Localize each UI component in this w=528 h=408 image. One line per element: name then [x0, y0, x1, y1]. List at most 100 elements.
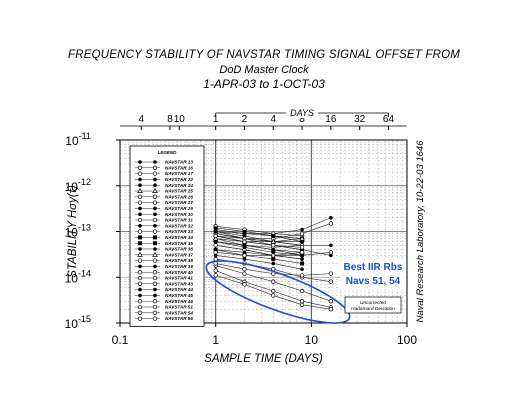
series-line: [215, 255, 303, 270]
chart-subtitle: DoD Master Clock: [219, 64, 309, 76]
y-tick-label: 10-12: [65, 177, 91, 194]
data-point: [328, 279, 334, 284]
data-point: [242, 267, 247, 272]
legend-label: NAVSTAR 24: [165, 183, 193, 188]
legend-label: NAVSTAR 46: [165, 299, 193, 304]
series-group: [213, 226, 304, 244]
data-point: [300, 267, 304, 271]
data-point: [300, 253, 304, 258]
data-point: [328, 307, 334, 312]
data-point: [271, 243, 276, 248]
uncorrected-label-line2: Hadamard Deviation: [351, 306, 395, 312]
y-axis-label: STABILITY Hσy(τ): [67, 185, 79, 278]
legend-swatch-marker: [152, 270, 158, 275]
data-point: [242, 229, 247, 234]
legend-swatch-marker: [153, 177, 157, 182]
legend-label: NAVSTAR 41: [165, 276, 193, 281]
data-point: [328, 271, 334, 276]
top-tick-label: 64: [383, 114, 395, 125]
data-point: [299, 231, 305, 236]
series-line: [215, 252, 303, 256]
legend-swatch-marker: [153, 206, 157, 211]
legend-swatch-marker: [152, 200, 158, 205]
legend-swatch-marker: [137, 275, 143, 281]
series-line: [215, 227, 303, 242]
top-tick-label: 32: [354, 114, 366, 125]
legend-swatch-marker: [152, 281, 158, 286]
legend-label: NAVSTAR 25: [165, 189, 193, 194]
series-group: [213, 273, 334, 312]
legend-label: NAVSTAR 36: [165, 247, 193, 252]
series-line: [215, 225, 303, 237]
axis-layer: 0.1 1 10 100 SAMPLE TIME (DAYS) 10-15 10-14 10-…: [65, 107, 426, 365]
legend-label: NAVSTAR 51: [165, 305, 193, 310]
data-point: [271, 279, 276, 284]
legend-swatch-marker: [138, 264, 142, 269]
legend-label: NAVSTAR 26: [165, 194, 193, 199]
data-point: [271, 288, 276, 294]
data-point: [300, 257, 304, 261]
series-group: [213, 261, 334, 278]
highlight-label-bg: [340, 259, 406, 289]
legend-swatch-marker: [138, 183, 142, 187]
legend-swatch-marker: [138, 212, 142, 216]
data-point: [213, 268, 218, 273]
series-line: [215, 249, 303, 260]
highlight-ellipse: [205, 260, 351, 324]
legend-swatch-marker: [152, 165, 158, 170]
data-point: [242, 239, 247, 244]
uncorrected-box: [344, 296, 402, 314]
data-point: [271, 257, 276, 262]
legend-swatch-marker: [152, 310, 158, 315]
data-point: [271, 234, 276, 238]
top-tick-label: 8: [167, 114, 173, 125]
legend-label: NAVSTAR 32: [165, 223, 193, 228]
data-point: [213, 261, 218, 266]
data-point: [329, 215, 333, 220]
y-tick-label: 10-13: [65, 223, 91, 240]
legend-label: NAVSTAR 56: [165, 316, 193, 321]
data-point: [213, 239, 218, 244]
legend-label: NAVSTAR 45: [165, 293, 193, 298]
legend-swatch-marker: [137, 310, 143, 315]
annotation-layer: Best IIR Rbs Navs 51, 54 UncorrectedHadama…: [205, 259, 406, 324]
series-line: [215, 238, 303, 253]
top-tick-label: 10: [174, 114, 186, 125]
data-point: [299, 299, 305, 304]
data-point: [213, 273, 218, 278]
series-group: [213, 253, 304, 271]
data-point: [242, 253, 247, 258]
data-point: [242, 250, 247, 255]
side-credit-text: Naval Research Laboratory, 10-22-03 1646: [415, 140, 426, 323]
legend-swatch-marker: [152, 299, 158, 304]
legend-swatch-marker: [153, 183, 157, 187]
data-point: [213, 243, 218, 248]
data-point: [242, 245, 247, 250]
data-point: [213, 233, 218, 239]
legend-swatch-marker: [137, 200, 143, 205]
legend-swatch-marker: [138, 241, 142, 246]
top-tick-label: 8: [299, 114, 305, 125]
legend-swatch-marker: [137, 299, 143, 304]
legend-box: [129, 145, 205, 327]
legend-swatch-marker: [137, 258, 143, 263]
y-tick-label: 10-15: [65, 314, 91, 331]
data-point: [328, 221, 334, 226]
top-tick-label: 4: [270, 114, 276, 125]
legend-swatch-marker: [137, 270, 143, 275]
legend-label: NAVSTAR 54: [165, 310, 193, 315]
top-axis-label-bg: [286, 107, 319, 118]
series-group: [213, 233, 305, 250]
x-tick-label: 0.1: [112, 333, 129, 347]
legend-swatch-marker: [138, 224, 142, 228]
data-point: [300, 227, 304, 232]
legend-swatch-marker: [137, 187, 143, 193]
data-point: [242, 231, 247, 236]
top-tick-label: 1: [213, 114, 219, 125]
data-point: [213, 226, 218, 230]
series-line: [215, 235, 303, 248]
data-point: [213, 253, 218, 258]
legend-label: NAVSTAR 29: [165, 206, 193, 211]
data-point: [300, 261, 305, 266]
